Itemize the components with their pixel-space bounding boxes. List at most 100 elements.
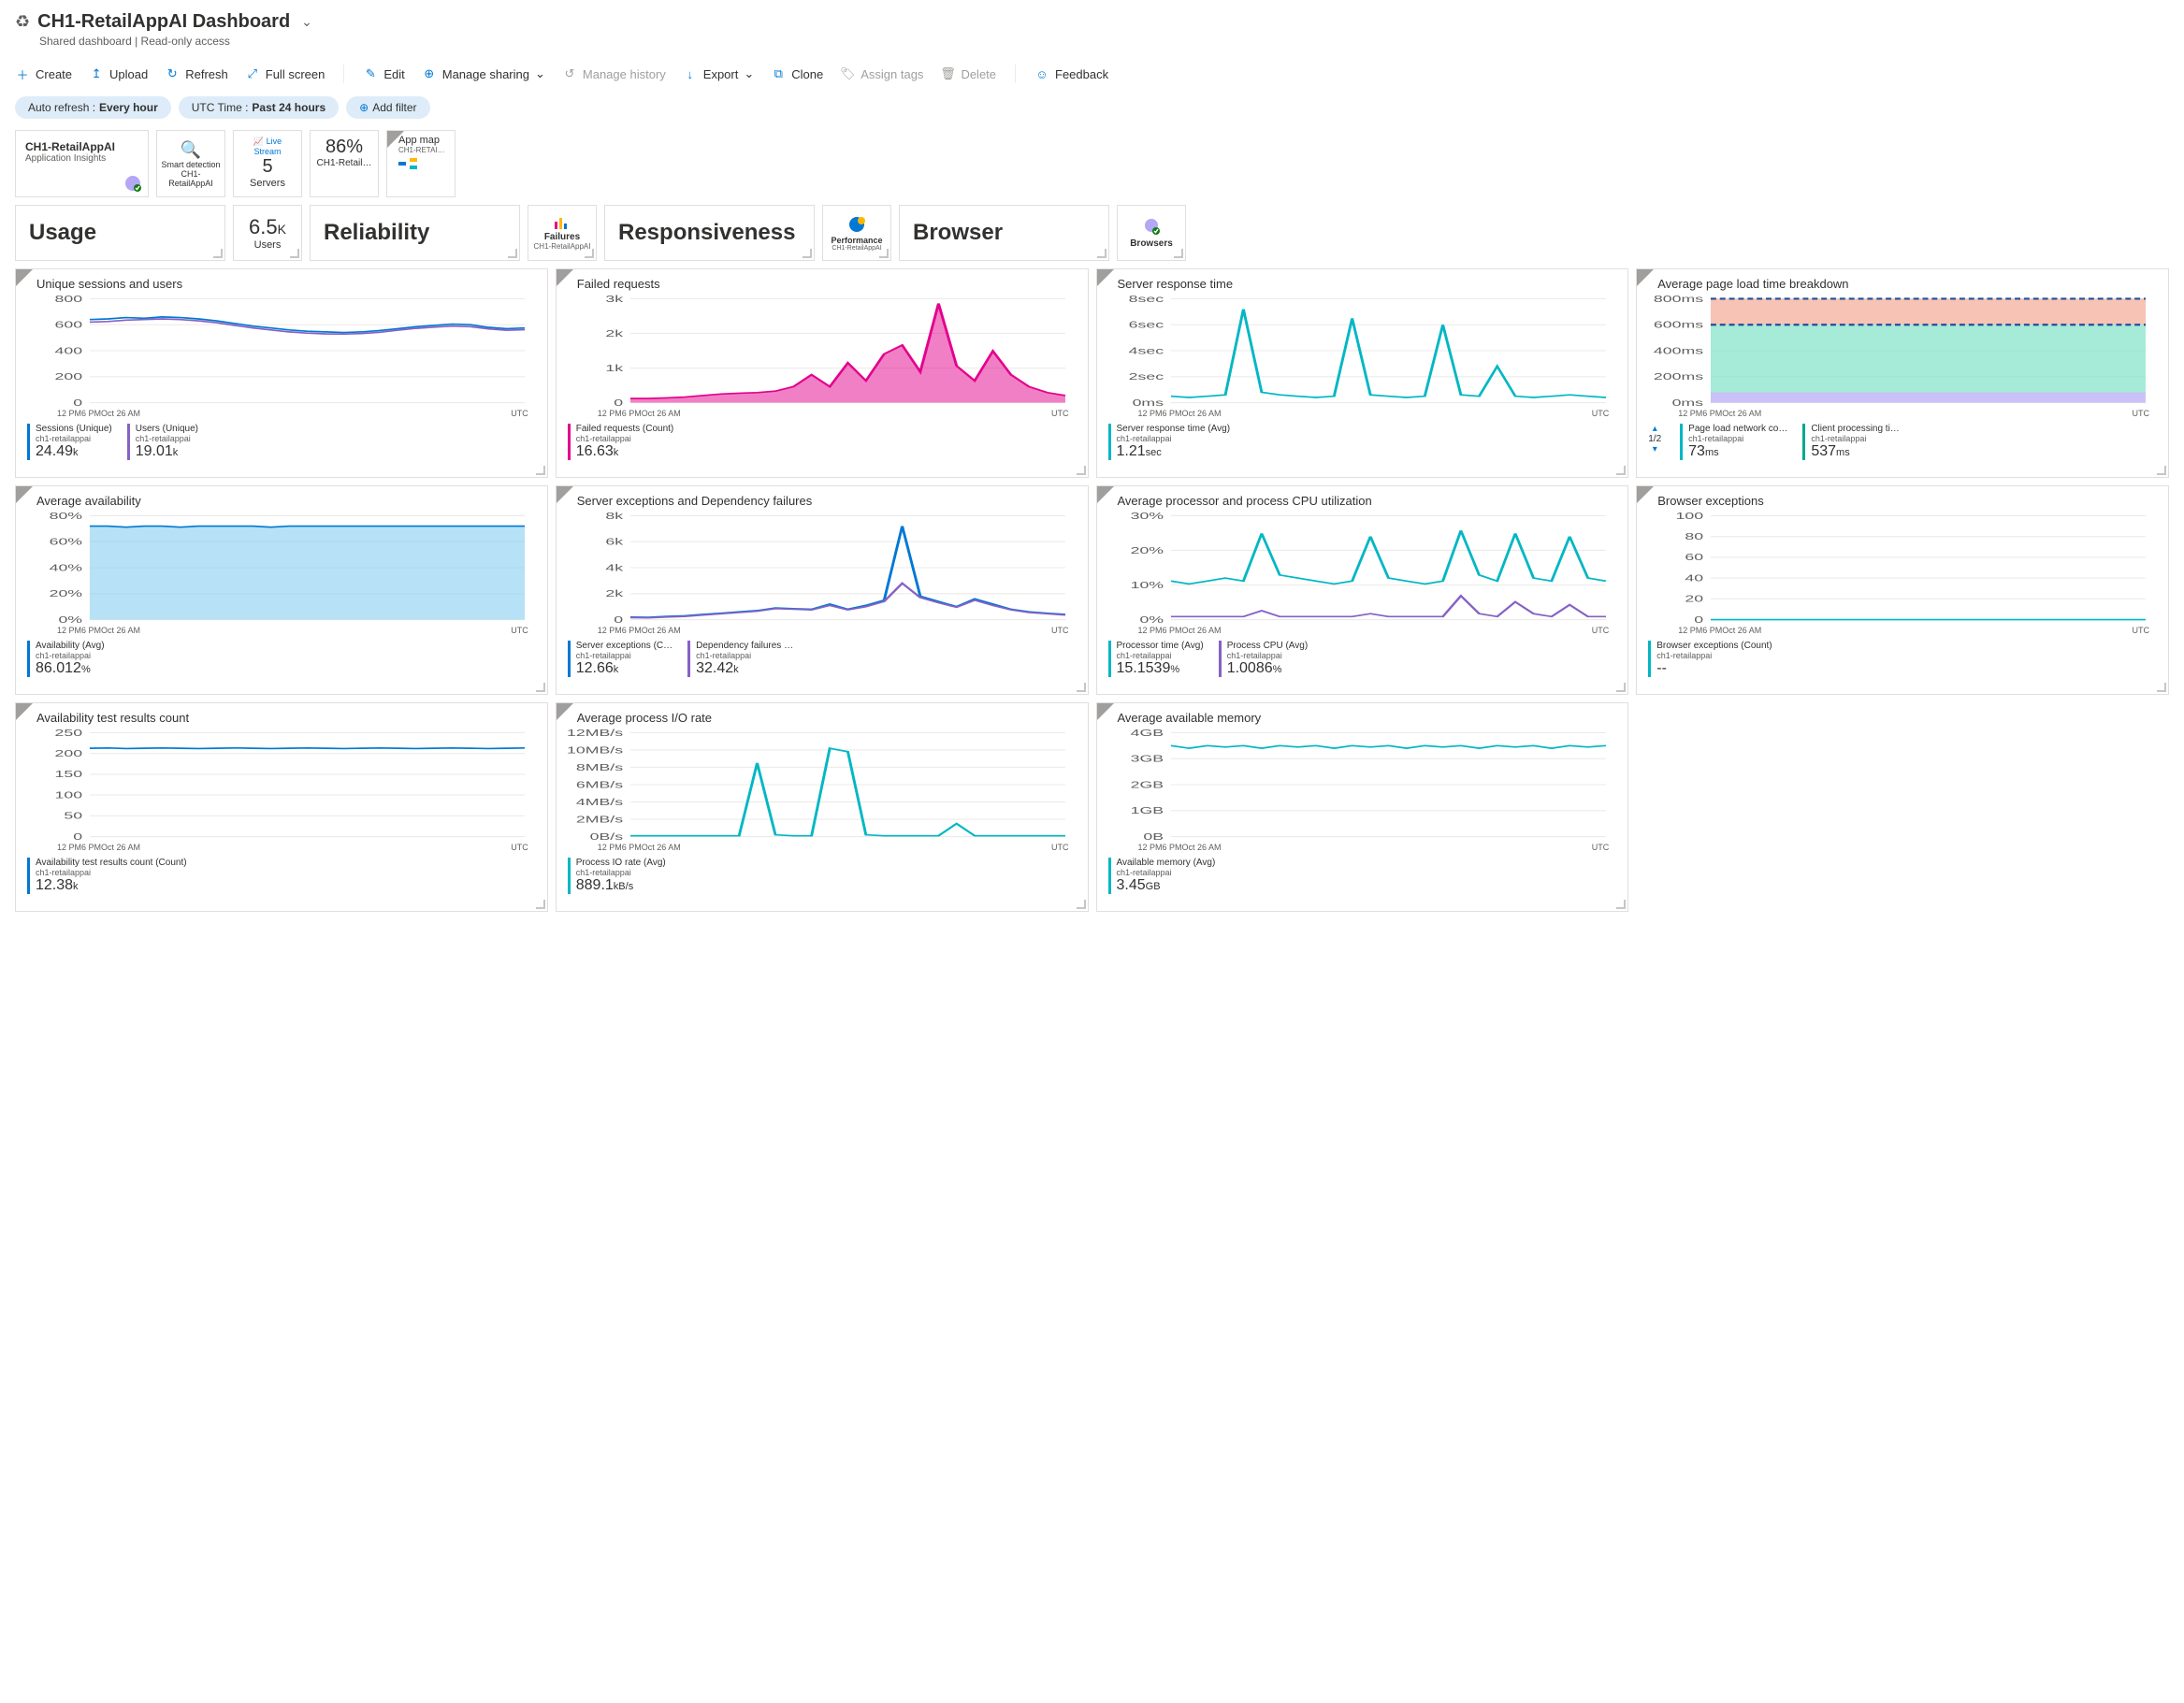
performance-sub: CH1-RetailAppAI [832,245,881,252]
edit-button[interactable]: ✎ Edit [363,66,404,81]
svg-text:200ms: 200ms [1654,372,1703,382]
availability-tests-chart[interactable]: Availability test results count 25020015… [15,702,548,912]
appmap-sub: CH1-RETAI… [398,146,451,154]
svg-text:10%: 10% [1130,581,1164,591]
fullscreen-icon: ⤢ [245,66,260,81]
trash-icon: 🗑 [940,66,955,81]
resize-handle[interactable] [585,249,594,258]
resize-handle[interactable] [508,249,517,258]
manage-sharing-label: Manage sharing [442,67,529,81]
live-stream-tile[interactable]: 📈 Live Stream 5 Servers [233,130,302,197]
percentage-tile[interactable]: 86% CH1-Retail… [310,130,379,197]
resize-handle[interactable] [1174,249,1183,258]
app-map-tile[interactable]: App map CH1-RETAI… [386,130,456,197]
appmap-icon [398,158,451,180]
svg-text:0: 0 [73,832,82,841]
svg-text:4MB/s: 4MB/s [576,798,623,808]
live-stream-label: 📈 Live Stream [239,137,296,156]
upload-label: Upload [109,67,148,81]
chevron-down-icon[interactable]: ⌄ [301,14,312,30]
resize-handle[interactable] [803,249,812,258]
smart-sub: CH1-RetailAppAI [161,169,221,188]
clone-icon: ⧉ [771,66,786,81]
smart-label: Smart detection [161,160,220,169]
create-button[interactable]: ＋ Create [15,66,72,81]
browsers-tile[interactable]: Browsers [1117,205,1186,261]
lightbulb-icon [123,174,142,193]
page-load-chart[interactable]: Average page load time breakdown 800ms60… [1636,268,2169,478]
resize-handle[interactable] [1097,249,1106,258]
plus-icon: ＋ [15,66,30,81]
delete-button[interactable]: 🗑 Delete [940,66,996,81]
utc-time-pill[interactable]: UTC Time : Past 24 hours [179,96,339,119]
appmap-label: App map [398,135,451,146]
filter-icon: ⊕ [359,101,369,114]
svg-text:0%: 0% [58,615,82,624]
failures-tile[interactable]: Failures CH1-RetailAppAI [528,205,597,261]
svg-text:1k: 1k [605,364,624,374]
export-label: Export [703,67,739,81]
users-tile[interactable]: 6.5K Users [233,205,302,261]
response-time-chart[interactable]: Server response time 8sec6sec4sec2sec0ms… [1096,268,1629,478]
svg-text:0: 0 [614,615,623,624]
responsiveness-section[interactable]: Responsiveness [604,205,815,261]
download-icon: ↓ [683,66,698,81]
svg-text:200: 200 [55,749,83,759]
svg-text:2k: 2k [605,589,624,599]
svg-text:20%: 20% [1130,545,1164,556]
failed-requests-chart[interactable]: Failed requests 3k2k1k0 12 PM6 PMOct 26 … [556,268,1089,478]
separator [343,65,344,83]
fullscreen-button[interactable]: ⤢ Full screen [245,66,325,81]
availability-chart[interactable]: Average availability 80%60%40%20%0% 12 P… [15,485,548,695]
browser-exceptions-chart[interactable]: Browser exceptions 100806040200 12 PM6 P… [1636,485,2169,695]
upload-button[interactable]: ↥ Upload [89,66,148,81]
users-value: 6.5 [249,215,278,238]
sessions-chart[interactable]: Unique sessions and users 8006004002000 … [15,268,548,478]
resize-handle[interactable] [879,249,889,258]
svg-text:400ms: 400ms [1654,346,1703,356]
browser-section[interactable]: Browser [899,205,1109,261]
svg-text:600ms: 600ms [1654,320,1703,330]
failures-label: Failures [544,232,580,242]
svg-text:6sec: 6sec [1128,320,1163,330]
chevron-down-icon: ⌄ [535,66,545,81]
auto-refresh-pill[interactable]: Auto refresh : Every hour [15,96,171,119]
add-filter-label: Add filter [372,101,416,114]
reliability-section[interactable]: Reliability [310,205,520,261]
manage-history-button[interactable]: ↺ Manage history [562,66,666,81]
svg-text:6MB/s: 6MB/s [576,780,623,790]
assign-tags-button[interactable]: 🏷 Assign tags [840,66,923,81]
clone-button[interactable]: ⧉ Clone [771,66,823,81]
failures-sub: CH1-RetailAppAI [534,242,591,251]
svg-text:0: 0 [1694,615,1703,624]
app-insights-tile[interactable]: CH1-RetailAppAI Application Insights [15,130,149,197]
io-rate-chart[interactable]: Average process I/O rate 12MB/s10MB/s8MB… [556,702,1089,912]
cpu-chart[interactable]: Average processor and process CPU utiliz… [1096,485,1629,695]
export-button[interactable]: ↓ Export ⌄ [683,66,754,81]
filter-bar: Auto refresh : Every hour UTC Time : Pas… [7,93,2177,130]
svg-text:12MB/s: 12MB/s [567,729,623,739]
add-filter-pill[interactable]: ⊕ Add filter [346,96,429,119]
performance-tile[interactable]: Performance CH1-RetailAppAI [822,205,891,261]
svg-text:8k: 8k [605,512,624,522]
resize-handle[interactable] [290,249,299,258]
exceptions-chart[interactable]: Server exceptions and Dependency failure… [556,485,1089,695]
svg-text:3k: 3k [605,295,624,305]
feedback-button[interactable]: ☺ Feedback [1034,66,1108,81]
manage-sharing-button[interactable]: ⊕ Manage sharing ⌄ [422,66,545,81]
refresh-button[interactable]: ↻ Refresh [165,66,228,81]
servers-label: Servers [250,178,285,189]
utc-value: Past 24 hours [252,101,325,114]
smart-detection-tile[interactable]: 🔍 Smart detection CH1-RetailAppAI [156,130,225,197]
toolbar: ＋ Create ↥ Upload ↻ Refresh ⤢ Full scree… [7,55,2177,93]
svg-text:8MB/s: 8MB/s [576,762,623,772]
svg-text:100: 100 [55,790,83,801]
resize-handle[interactable] [213,249,223,258]
auto-refresh-label: Auto refresh : [28,101,95,114]
chevron-down-icon: ⌄ [744,66,754,81]
memory-chart[interactable]: Average available memory 4GB3GB2GB1GB0B … [1096,702,1629,912]
dashboard-title[interactable]: CH1-RetailAppAI Dashboard [37,11,290,33]
auto-refresh-value: Every hour [99,101,158,114]
usage-section[interactable]: Usage [15,205,225,261]
pct-sub: CH1-Retail… [317,158,372,168]
